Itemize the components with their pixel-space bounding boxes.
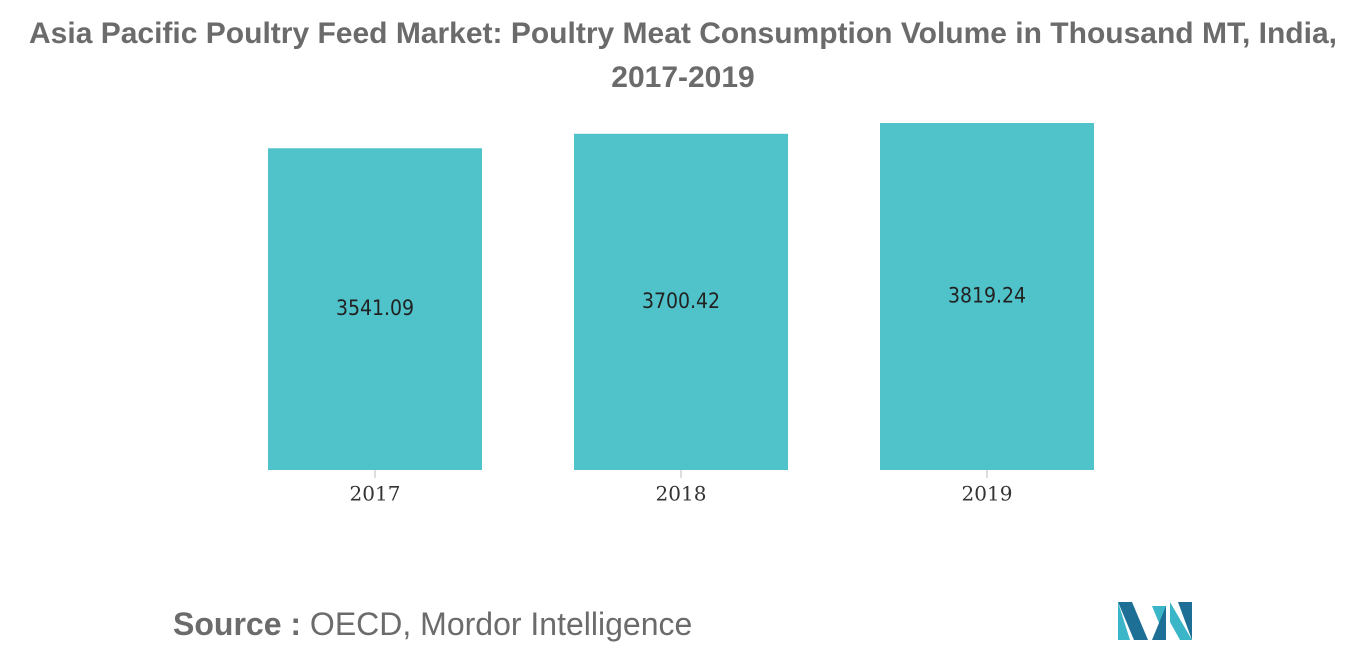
bar: [880, 123, 1094, 470]
x-tick-label: 2019: [962, 482, 1013, 506]
bar: [574, 133, 788, 471]
x-tick-label: 2018: [656, 482, 707, 506]
data-label: 3700.42: [642, 289, 720, 313]
source: Source : OECD, Mordor Intelligence: [173, 606, 692, 643]
x-tick-label: 2017: [350, 482, 401, 506]
data-label: 3541.09: [336, 296, 414, 320]
data-label: 3819.24: [948, 284, 1026, 308]
logo: [1118, 602, 1192, 640]
bar: [268, 148, 482, 470]
source-text: OECD, Mordor Intelligence: [309, 606, 693, 642]
chart-title: Asia Pacific Poultry Feed Market: Poultr…: [29, 17, 1337, 94]
source-label: Source :: [173, 606, 302, 642]
